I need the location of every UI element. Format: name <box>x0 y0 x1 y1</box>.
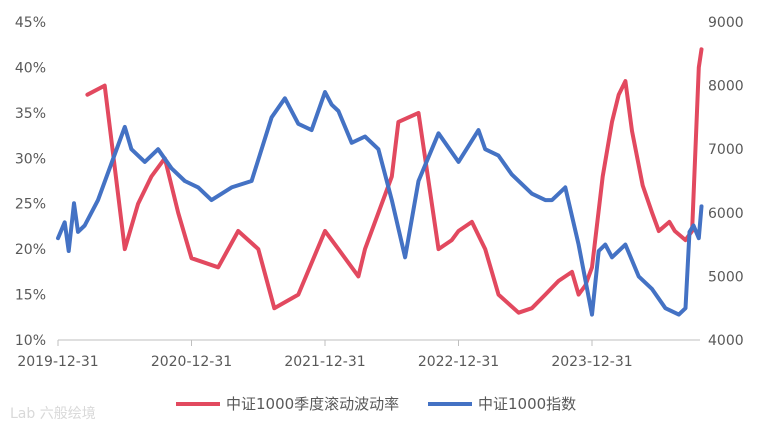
legend: 中证1000季度滚动波动率 中证1000指数 <box>176 395 576 413</box>
right-axis-ticks: 4000 5000 6000 7000 8000 9000 <box>708 15 744 349</box>
left-tick-label: 45% <box>15 15 46 31</box>
left-tick-label: 25% <box>15 197 46 213</box>
series-line <box>85 47 704 315</box>
left-tick-label: 40% <box>15 60 46 76</box>
legend-label: 中证1000指数 <box>478 395 576 413</box>
x-axis-ticks: 2019-12-31 2020-12-31 2021-12-31 2022-12-31… <box>17 340 633 370</box>
left-tick-label: 20% <box>15 242 46 258</box>
right-tick-label: 9000 <box>708 15 744 31</box>
series-line <box>56 90 704 317</box>
x-tick-label: 2021-12-31 <box>284 354 365 370</box>
x-tick-label: 2022-12-31 <box>418 354 499 370</box>
legend-label: 中证1000季度滚动波动率 <box>226 395 399 413</box>
x-tick-label: 2020-12-31 <box>151 354 232 370</box>
watermark: Lab 六般绘境 <box>10 406 96 422</box>
right-tick-label: 6000 <box>708 206 744 222</box>
right-tick-label: 4000 <box>708 333 744 349</box>
left-axis-ticks: 10% 15% 20% 25% 30% 35% 40% 45% <box>15 15 46 349</box>
left-tick-label: 35% <box>15 106 46 122</box>
right-tick-label: 5000 <box>708 269 744 285</box>
left-tick-label: 15% <box>15 288 46 304</box>
right-tick-label: 7000 <box>708 142 744 158</box>
x-tick-label: 2019-12-31 <box>17 354 98 370</box>
left-tick-label: 30% <box>15 151 46 167</box>
left-tick-label: 10% <box>15 333 46 349</box>
series-group <box>56 47 704 317</box>
right-tick-label: 8000 <box>708 79 744 95</box>
x-tick-label: 2023-12-31 <box>551 354 632 370</box>
